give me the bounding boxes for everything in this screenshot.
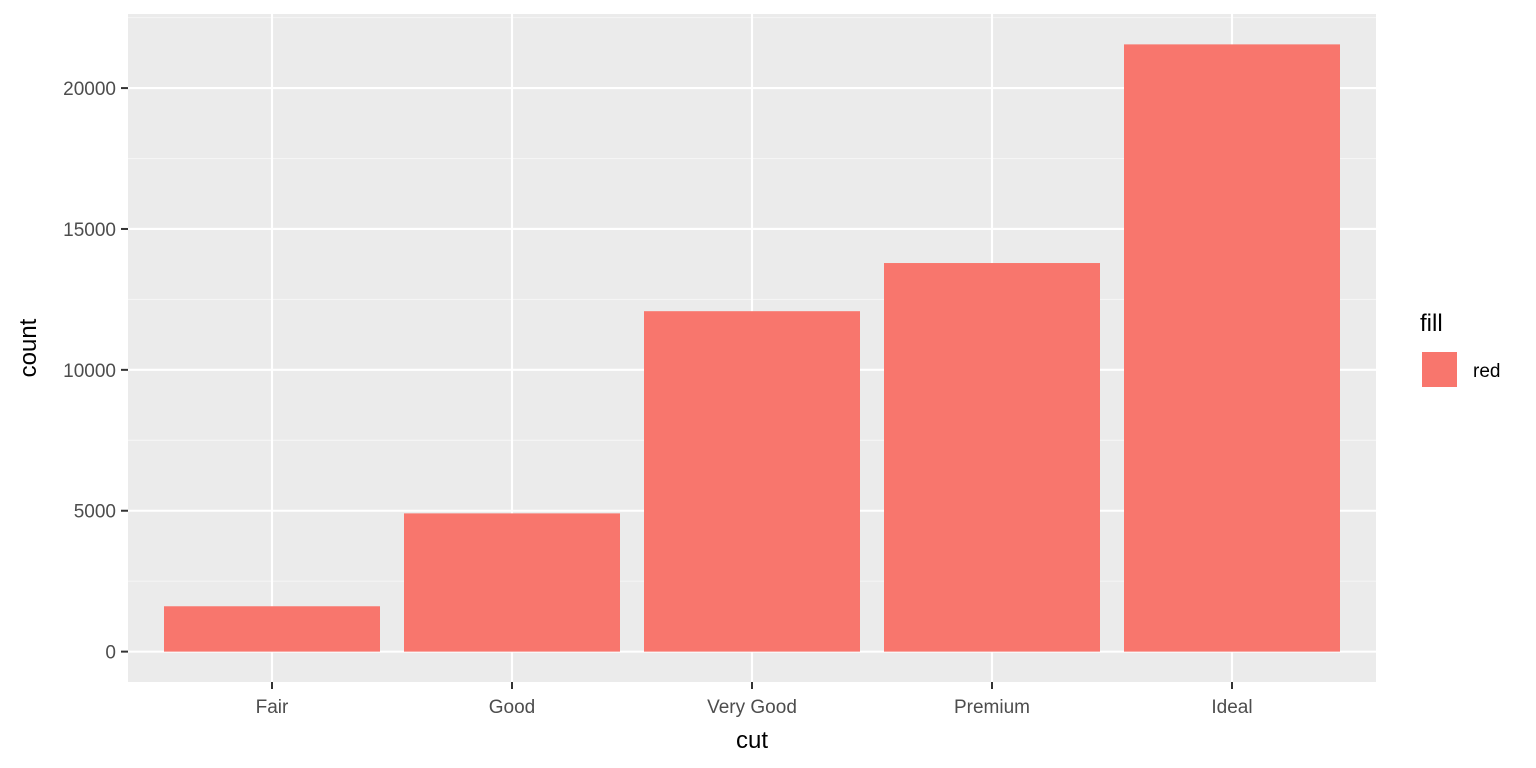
legend-key-red [1422, 352, 1457, 387]
x-tick-label: Fair [256, 697, 289, 718]
bar-good [404, 513, 620, 652]
y-tick-label: 10000 [63, 361, 116, 382]
x-tick-label: Good [489, 697, 535, 718]
y-tick-label: 5000 [74, 502, 116, 523]
bar-fair [164, 606, 380, 652]
y-tick-label: 0 [105, 643, 116, 664]
x-tick-label: Very Good [707, 697, 797, 718]
legend-label-red: red [1473, 361, 1500, 382]
bar-very-good [644, 311, 860, 652]
bar-ideal [1124, 44, 1340, 652]
legend-title: fill [1420, 310, 1443, 337]
legend: fill red [1420, 310, 1500, 387]
x-axis-title: cut [736, 727, 768, 754]
y-tick-label: 15000 [63, 220, 116, 241]
y-tick-label: 20000 [63, 79, 116, 100]
x-tick-label: Premium [954, 697, 1030, 718]
y-axis: 0 5000 10000 15000 20000 [63, 79, 128, 664]
y-axis-title: count [15, 318, 42, 377]
bars [164, 44, 1340, 652]
x-tick-label: Ideal [1211, 697, 1252, 718]
bar-premium [884, 263, 1100, 652]
x-axis: Fair Good Very Good Premium Ideal [256, 682, 1253, 718]
